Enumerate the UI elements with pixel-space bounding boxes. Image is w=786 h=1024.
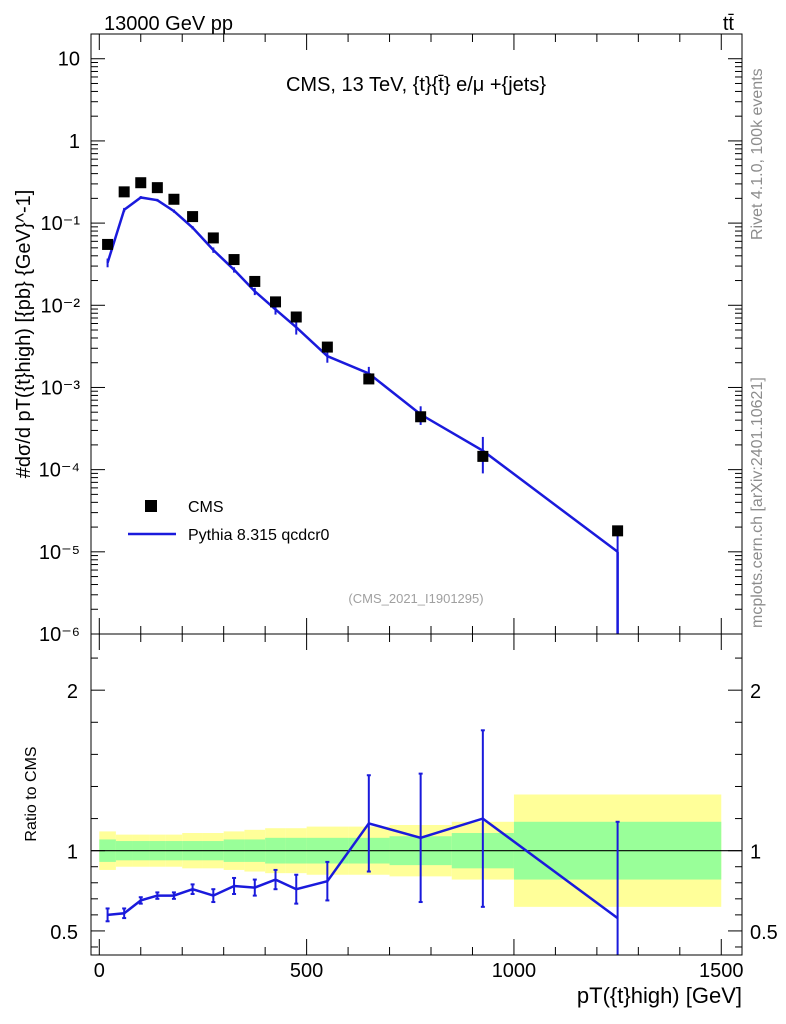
legend: CMS Pythia 8.315 qcdcr0: [128, 499, 330, 544]
cms-data-point: [135, 177, 147, 189]
ratio-ylabel: Ratio to CMS: [23, 746, 40, 841]
cms-data-point: [207, 232, 219, 244]
y-tick-label: 10⁻⁴: [39, 460, 80, 482]
y-tick-label: 10⁻²: [41, 295, 81, 317]
main-frame: [90, 33, 743, 635]
ratio-frame: [90, 633, 743, 956]
legend-cms-label: CMS: [188, 499, 224, 516]
cms-data-point: [290, 311, 302, 323]
cms-data-point: [270, 296, 282, 308]
mc-line: [106, 196, 619, 553]
cms-data-point: [187, 211, 199, 223]
ratio-y-tick-label-right: 2: [750, 681, 761, 703]
y-tick-label: 1: [69, 131, 80, 153]
cms-data-point: [321, 341, 333, 353]
ratio-mc-line: [107, 817, 619, 920]
ratio-y-tick-label: 2: [67, 681, 78, 703]
y-tick-label: 10⁻⁵: [39, 542, 80, 564]
ratio-y-tick-label: 1: [67, 842, 78, 864]
ratio-y-tick-label-right: 0.5: [750, 922, 778, 944]
process-label: tt̄: [723, 13, 735, 35]
ratio-y-tick-label-right: 1: [750, 842, 761, 864]
legend-mc-label: Pythia 8.315 qcdcr0: [188, 527, 330, 544]
y-tick-label: 10⁻³: [41, 377, 81, 399]
x-tick-label: 1500: [699, 960, 744, 982]
cms-data-point: [151, 182, 163, 194]
y-tick-label: 10: [58, 49, 80, 71]
analysis-watermark: (CMS_2021_I1901295): [348, 591, 483, 606]
cms-data-point: [415, 411, 427, 423]
cms-data-point: [477, 450, 489, 462]
x-tick-label: 1000: [492, 960, 537, 982]
rivet-version-label: Rivet 4.1.0, 100k events: [749, 68, 766, 240]
cms-data-point: [168, 193, 180, 205]
x-axis-label: pT({t}high) [GeV]: [577, 983, 742, 1008]
cms-data-point: [118, 186, 130, 198]
cms-data-point: [612, 525, 624, 537]
y-tick-label: 10⁻⁶: [39, 624, 80, 646]
x-tick-label: 500: [290, 960, 323, 982]
mcplots-label: mcplots.cern.ch [arXiv:2401.10621]: [749, 377, 766, 628]
cms-data-point: [228, 254, 240, 266]
legend-cms-marker: [145, 500, 157, 512]
ratio-plot: 2 2 1 1 0.5 0.5 Ratio to CMS: [23, 633, 778, 956]
main-ylabel: #dσ/d pT({t}high) [{pb} {GeV}^-1]: [13, 190, 35, 479]
main-title: CMS, 13 TeV, {t}{t̄} e/μ +{jets}: [286, 74, 546, 96]
ratio-y-tick-label: 0.5: [50, 922, 78, 944]
x-tick-label: 0: [94, 960, 105, 982]
y-tick-label: 10⁻¹: [41, 213, 81, 235]
beam-label: 13000 GeV pp: [104, 13, 233, 35]
cms-data-point: [249, 275, 261, 287]
cms-data-point: [363, 373, 375, 385]
x-axis: 0 500 1000 1500: [94, 34, 744, 982]
cms-data-point: [102, 238, 114, 250]
main-plot: 10 1 10⁻¹ 10⁻² 10⁻³ 10⁻⁴ 10⁻⁵ 10⁻⁶ CMS, 13 TeV,…: [13, 33, 743, 646]
